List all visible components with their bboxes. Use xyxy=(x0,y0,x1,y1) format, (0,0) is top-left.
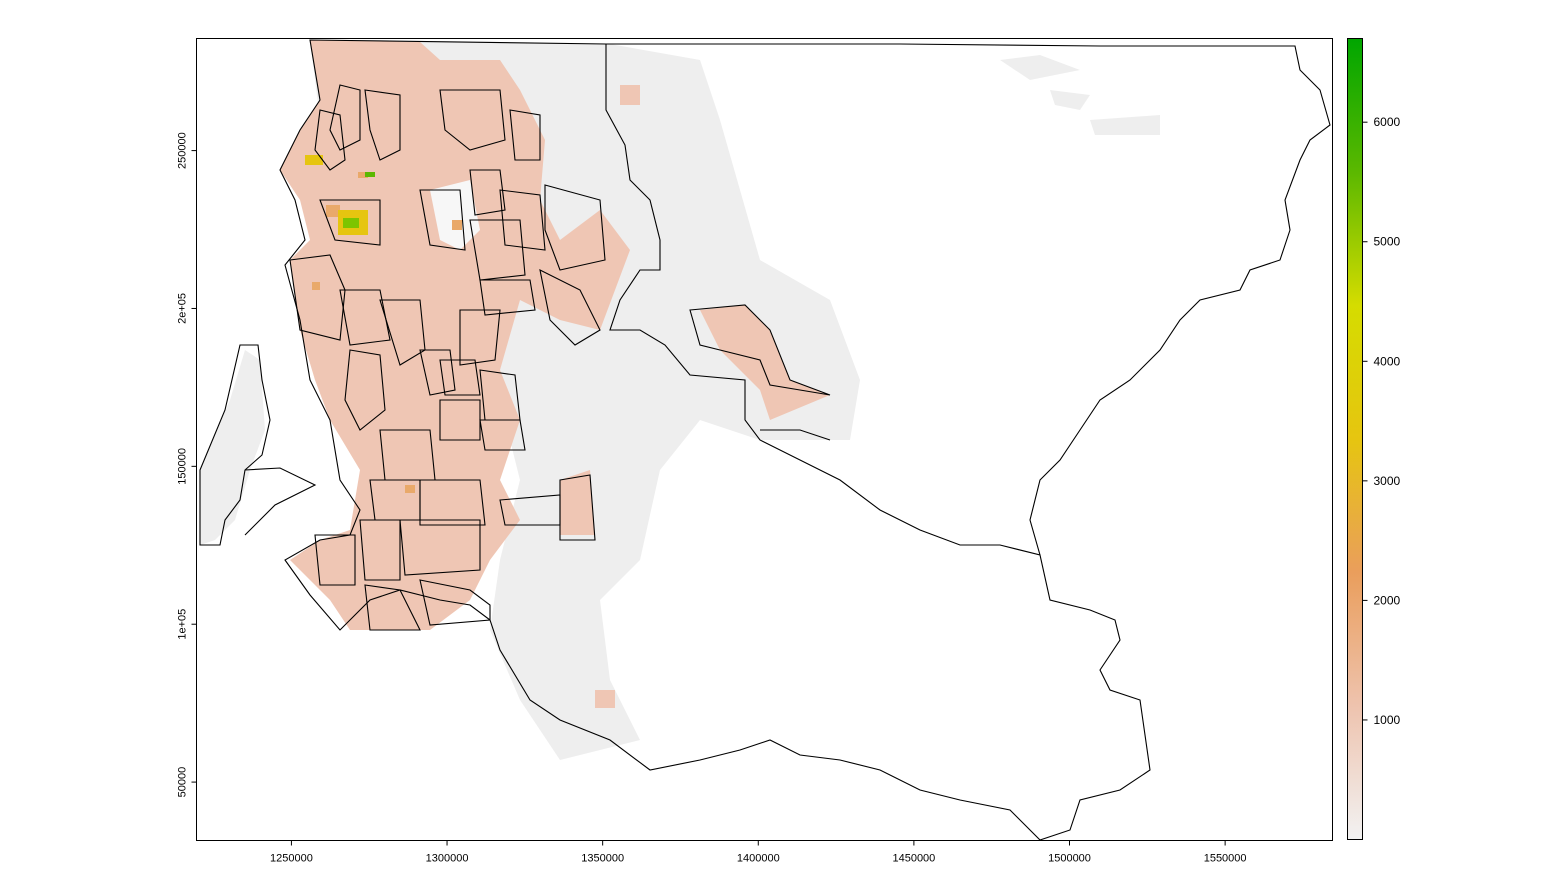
color-legend: 1000 2000 3000 4000 5000 6000 xyxy=(1347,38,1401,840)
legend-color-bar xyxy=(1347,38,1363,840)
x-tick-label: 1250000 xyxy=(270,853,313,865)
y-tick-label: 250000 xyxy=(177,132,189,169)
legend-tick-label: 6000 xyxy=(1374,115,1401,129)
x-tick-label: 1400000 xyxy=(737,853,780,865)
island-outline xyxy=(199,344,271,546)
y-tick-label: 50000 xyxy=(177,767,189,798)
legend-tick-label: 5000 xyxy=(1374,235,1401,249)
x-tick-label: 1550000 xyxy=(1204,853,1247,865)
county-outline xyxy=(279,39,1151,841)
raster-mid-density xyxy=(280,40,830,630)
plot-frame xyxy=(196,38,1333,841)
boundary-lines xyxy=(199,39,1331,841)
raster-high-density xyxy=(305,85,640,708)
legend-tick-label: 1000 xyxy=(1374,713,1401,727)
x-tick-label: 1300000 xyxy=(426,853,469,865)
y-tick-label: 2e+05 xyxy=(177,293,189,324)
legend-tick-label: 2000 xyxy=(1374,593,1401,607)
county-outline-east xyxy=(606,43,1331,556)
legend-tick-label: 3000 xyxy=(1374,474,1401,488)
x-tick-label: 1500000 xyxy=(1048,853,1091,865)
x-tick-label: 1350000 xyxy=(581,853,624,865)
x-tick-label: 1450000 xyxy=(892,853,935,865)
map-panel xyxy=(196,38,1333,841)
legend-tick-label: 4000 xyxy=(1374,354,1401,368)
legend-ticks: 1000 2000 3000 4000 5000 6000 xyxy=(1362,115,1401,727)
x-axis: 1250000 1300000 1350000 1400000 1450000 15000… xyxy=(270,840,1247,865)
y-axis: 50000 1e+05 150000 2e+05 250000 xyxy=(177,132,197,797)
y-tick-label: 1e+05 xyxy=(177,609,189,640)
y-tick-label: 150000 xyxy=(177,448,189,485)
